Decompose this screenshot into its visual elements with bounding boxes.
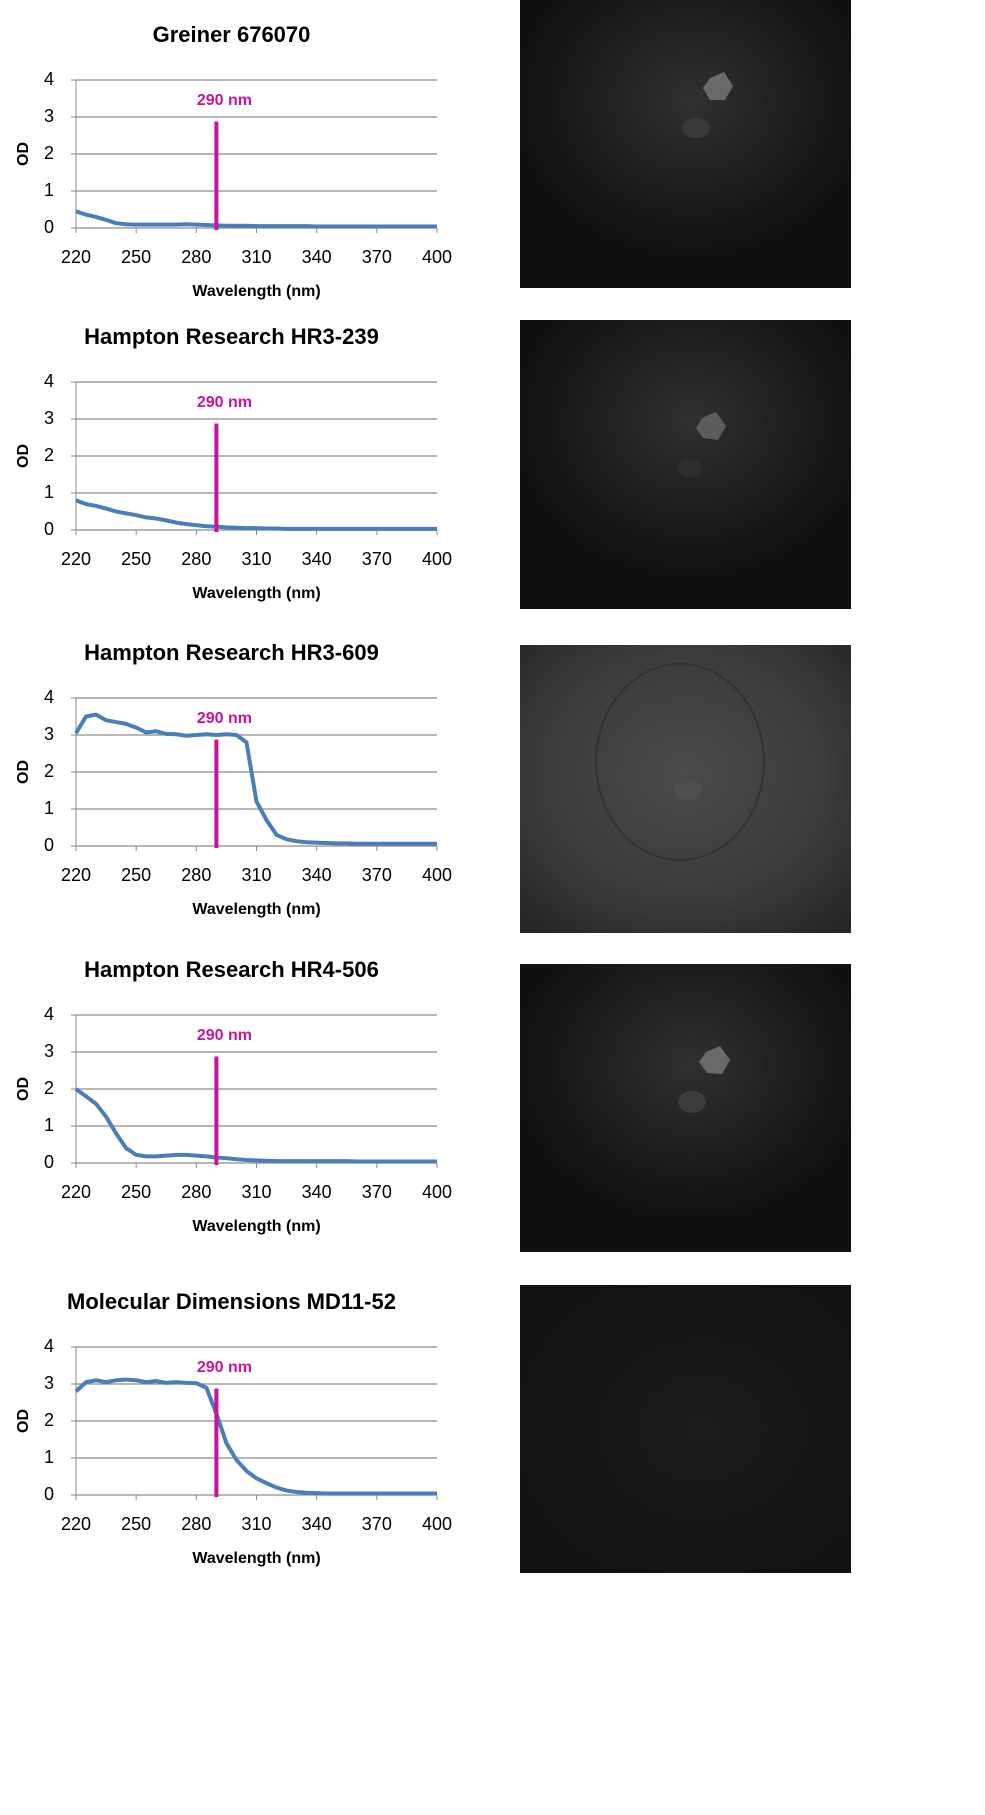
y-tick-label: 1: [44, 482, 54, 502]
x-tick-label: 280: [181, 1514, 211, 1534]
x-tick-label: 220: [61, 1514, 91, 1534]
x-tick-label: 400: [422, 247, 452, 267]
x-tick-label: 310: [241, 247, 271, 267]
y-tick-label: 3: [44, 1041, 54, 1061]
y-tick-label: 0: [44, 1152, 54, 1172]
chart-title: Hampton Research HR4-506: [84, 957, 379, 982]
marker-label: 290 nm: [197, 394, 252, 411]
y-tick-label: 3: [44, 1373, 54, 1393]
x-tick-label: 400: [422, 549, 452, 569]
micrograph: [520, 645, 851, 933]
data-line: [74, 1377, 437, 1496]
data-line: [75, 498, 437, 531]
y-tick-label: 4: [44, 687, 54, 707]
x-tick-label: 370: [362, 865, 392, 885]
x-tick-label: 250: [121, 1182, 151, 1202]
x-tick-label: 310: [241, 1182, 271, 1202]
chart-title: Hampton Research HR3-609: [84, 640, 379, 665]
y-tick-label: 2: [44, 1410, 54, 1430]
chart-title: Hampton Research HR3-239: [84, 324, 379, 349]
x-tick-label: 340: [302, 865, 332, 885]
x-tick-label: 310: [241, 549, 271, 569]
marker-label: 290 nm: [197, 710, 252, 727]
x-tick-label: 220: [61, 247, 91, 267]
x-tick-label: 370: [362, 1182, 392, 1202]
x-tick-label: 340: [302, 1182, 332, 1202]
y-tick-label: 3: [44, 724, 54, 744]
x-tick-label: 340: [302, 1514, 332, 1534]
x-tick-label: 280: [181, 1182, 211, 1202]
x-tick-label: 280: [181, 247, 211, 267]
marker-label: 290 nm: [197, 1359, 252, 1376]
y-tick-label: 4: [44, 1004, 54, 1024]
x-tick-label: 250: [121, 1514, 151, 1534]
x-tick-label: 370: [362, 247, 392, 267]
y-axis-title: OD: [15, 142, 32, 166]
micrograph: [520, 0, 851, 288]
x-tick-label: 250: [121, 549, 151, 569]
y-tick-label: 2: [44, 1078, 54, 1098]
x-axis-title: Wavelength (nm): [192, 1550, 320, 1567]
x-tick-label: 310: [241, 1514, 271, 1534]
chart-title: Molecular Dimensions MD11-52: [67, 1289, 396, 1314]
y-tick-label: 3: [44, 106, 54, 126]
y-axis-title: OD: [15, 1077, 32, 1101]
x-tick-label: 250: [121, 865, 151, 885]
data-line: [74, 712, 437, 846]
x-tick-label: 400: [422, 1514, 452, 1534]
y-tick-label: 1: [44, 1447, 54, 1467]
micrograph: [520, 320, 851, 609]
x-tick-label: 280: [181, 865, 211, 885]
y-axis-title: OD: [15, 760, 32, 784]
y-tick-label: 4: [44, 69, 54, 89]
micrograph: [520, 964, 851, 1252]
y-tick-label: 1: [44, 1115, 54, 1135]
y-tick-label: 2: [44, 143, 54, 163]
y-tick-label: 0: [44, 835, 54, 855]
y-tick-label: 1: [44, 798, 54, 818]
y-tick-label: 3: [44, 408, 54, 428]
y-axis-title: OD: [15, 1409, 32, 1433]
x-tick-label: 400: [422, 865, 452, 885]
x-axis-title: Wavelength (nm): [192, 283, 320, 300]
y-tick-label: 2: [44, 761, 54, 781]
y-tick-label: 1: [44, 180, 54, 200]
x-axis-title: Wavelength (nm): [192, 1218, 320, 1235]
data-line: [75, 209, 437, 229]
data-line: [74, 1087, 437, 1164]
x-tick-label: 340: [302, 247, 332, 267]
micrograph: [520, 1285, 851, 1573]
x-tick-label: 370: [362, 549, 392, 569]
x-tick-label: 280: [181, 549, 211, 569]
marker-label: 290 nm: [197, 92, 252, 109]
y-tick-label: 0: [44, 217, 54, 237]
x-tick-label: 310: [241, 865, 271, 885]
y-tick-label: 2: [44, 445, 54, 465]
y-tick-label: 0: [44, 1484, 54, 1504]
y-tick-label: 4: [44, 371, 54, 391]
x-tick-label: 400: [422, 1182, 452, 1202]
x-axis-title: Wavelength (nm): [192, 901, 320, 918]
x-tick-label: 220: [61, 549, 91, 569]
x-tick-label: 340: [302, 549, 332, 569]
x-tick-label: 220: [61, 865, 91, 885]
x-axis-title: Wavelength (nm): [192, 585, 320, 602]
x-tick-label: 250: [121, 247, 151, 267]
y-tick-label: 0: [44, 519, 54, 539]
x-tick-label: 370: [362, 1514, 392, 1534]
x-tick-label: 220: [61, 1182, 91, 1202]
y-axis-title: OD: [15, 444, 32, 468]
chart-title: Greiner 676070: [153, 22, 311, 47]
y-tick-label: 4: [44, 1336, 54, 1356]
marker-label: 290 nm: [197, 1027, 252, 1044]
